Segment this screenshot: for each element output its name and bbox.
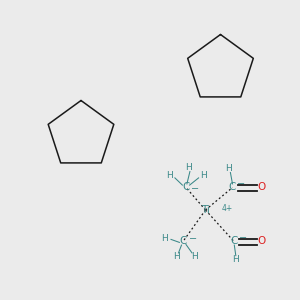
Text: H: H: [226, 164, 232, 173]
Text: −: −: [239, 233, 247, 244]
Text: H: H: [174, 252, 180, 261]
Text: H: H: [166, 171, 173, 180]
Text: H: H: [162, 234, 168, 243]
Text: O: O: [257, 182, 265, 193]
Text: H: H: [232, 255, 239, 264]
Text: H: H: [192, 252, 198, 261]
Text: O: O: [257, 236, 265, 247]
Text: 4+: 4+: [222, 204, 233, 213]
Text: C: C: [230, 236, 238, 247]
Text: −: −: [189, 234, 198, 244]
Text: H: H: [186, 164, 192, 172]
Text: H: H: [201, 171, 207, 180]
Text: −: −: [191, 184, 199, 194]
Text: −: −: [237, 179, 246, 190]
Text: Ti: Ti: [201, 205, 210, 215]
Text: C: C: [182, 182, 190, 193]
Text: C: C: [229, 182, 236, 193]
Text: C: C: [179, 236, 187, 247]
